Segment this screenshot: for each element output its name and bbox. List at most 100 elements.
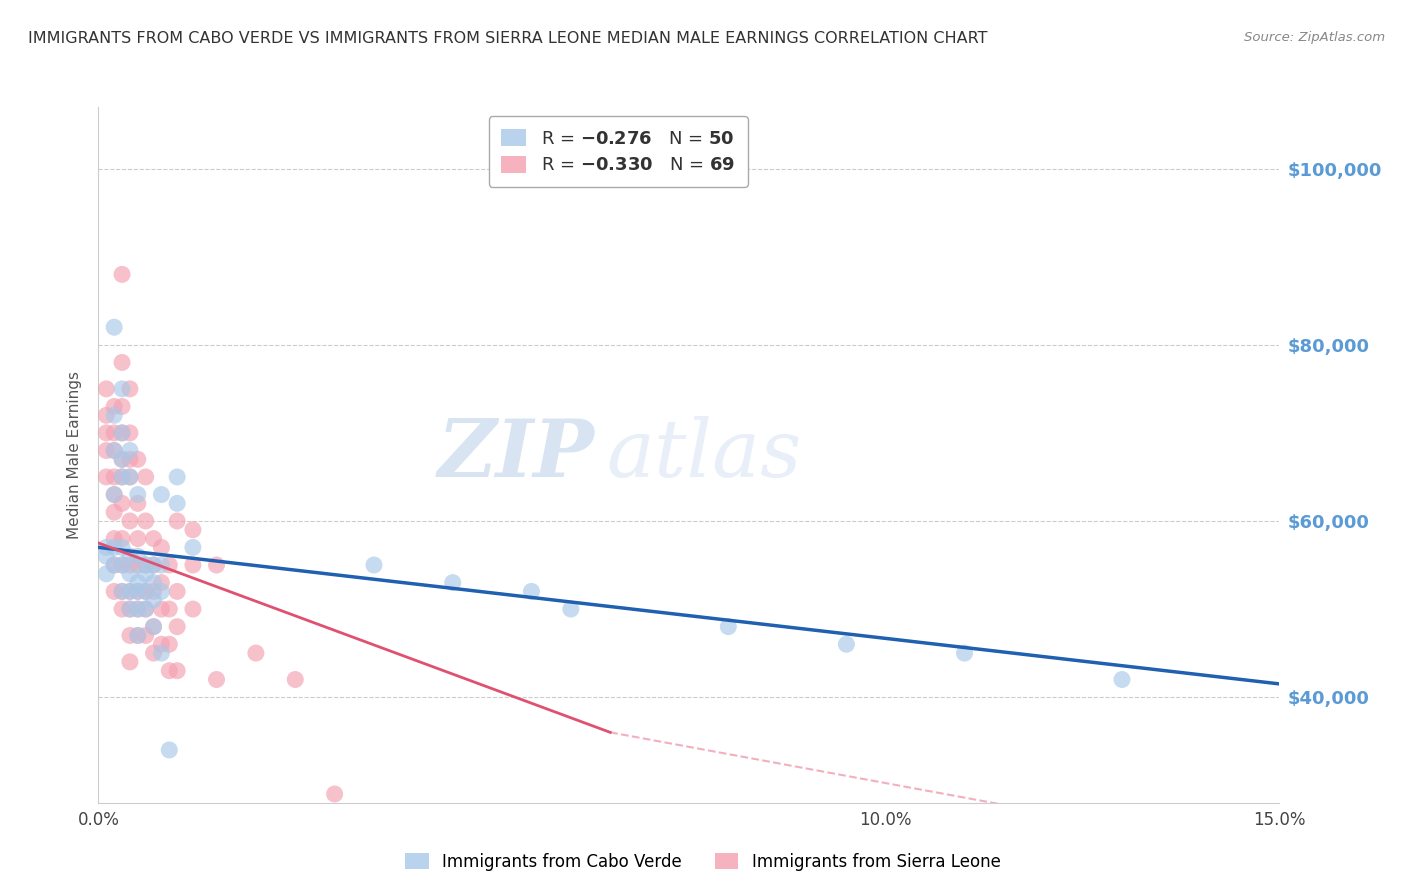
Point (150, 541, 173, 555)
Point (111, 400, 134, 414)
Point (103, 487, 125, 501)
Point (135, 628, 157, 642)
Point (953, 646, 976, 660)
Point (127, 628, 149, 642)
Point (111, 452, 134, 467)
Point (111, 470, 134, 484)
Point (103, 425, 125, 440)
Point (96, 470, 118, 484)
Point (127, 496, 149, 510)
Point (245, 646, 267, 660)
Point (118, 514, 141, 528)
Point (402, 805, 425, 819)
Point (118, 584, 141, 599)
Point (111, 584, 134, 599)
Point (118, 602, 141, 616)
Point (118, 549, 141, 564)
Point (150, 487, 173, 501)
Point (103, 505, 125, 519)
Point (150, 646, 173, 660)
Point (111, 425, 134, 440)
Point (118, 470, 141, 484)
Point (157, 743, 180, 757)
Point (166, 664, 188, 678)
Point (717, 620, 740, 634)
Point (96, 549, 118, 564)
Point (135, 470, 157, 484)
Point (103, 541, 125, 555)
Point (111, 541, 134, 555)
Point (166, 496, 188, 510)
Point (118, 452, 141, 467)
Point (111, 602, 134, 616)
Point (103, 409, 125, 423)
Point (127, 584, 149, 599)
Point (560, 602, 582, 616)
Point (103, 532, 125, 546)
Point (127, 628, 149, 642)
Point (150, 584, 173, 599)
Point (118, 425, 141, 440)
Point (142, 558, 165, 572)
Point (103, 584, 125, 599)
Point (142, 532, 165, 546)
Point (181, 541, 204, 555)
Point (111, 584, 134, 599)
Point (127, 575, 149, 590)
Point (118, 655, 141, 669)
Point (157, 558, 180, 572)
Point (103, 470, 125, 484)
Point (142, 620, 165, 634)
Point (166, 584, 188, 599)
Point (142, 646, 165, 660)
Point (520, 584, 543, 599)
Point (127, 452, 149, 467)
Point (135, 584, 157, 599)
Point (150, 575, 173, 590)
Point (96, 566, 118, 581)
Legend: Immigrants from Cabo Verde, Immigrants from Sierra Leone: Immigrants from Cabo Verde, Immigrants f… (396, 845, 1010, 880)
Point (142, 620, 165, 634)
Point (111, 558, 134, 572)
Point (111, 558, 134, 572)
Point (103, 487, 125, 501)
Point (96, 443, 118, 458)
Point (96, 541, 118, 555)
Point (142, 593, 165, 607)
Point (118, 584, 141, 599)
Point (166, 470, 188, 484)
Point (135, 514, 157, 528)
Text: IMMIGRANTS FROM CABO VERDE VS IMMIGRANTS FROM SIERRA LEONE MEDIAN MALE EARNINGS : IMMIGRANTS FROM CABO VERDE VS IMMIGRANTS… (28, 31, 987, 46)
Point (835, 637, 858, 651)
Y-axis label: Median Male Earnings: Median Male Earnings (67, 371, 83, 539)
Point (118, 628, 141, 642)
Point (96, 382, 118, 396)
Point (181, 523, 204, 537)
Point (150, 637, 173, 651)
Point (111, 268, 134, 282)
Point (111, 452, 134, 467)
Point (127, 584, 149, 599)
Point (142, 575, 165, 590)
Point (103, 558, 125, 572)
Point (111, 382, 134, 396)
Point (135, 584, 157, 599)
Point (127, 532, 149, 546)
Point (135, 602, 157, 616)
Point (363, 558, 385, 572)
Point (103, 443, 125, 458)
Point (111, 532, 134, 546)
Point (118, 443, 141, 458)
Point (323, 787, 346, 801)
Point (127, 602, 149, 616)
Point (166, 620, 188, 634)
Point (166, 514, 188, 528)
Point (1111, 673, 1133, 687)
Point (111, 355, 134, 369)
Point (142, 558, 165, 572)
Point (150, 602, 173, 616)
Point (96, 425, 118, 440)
Point (111, 470, 134, 484)
Point (127, 487, 149, 501)
Point (284, 673, 307, 687)
